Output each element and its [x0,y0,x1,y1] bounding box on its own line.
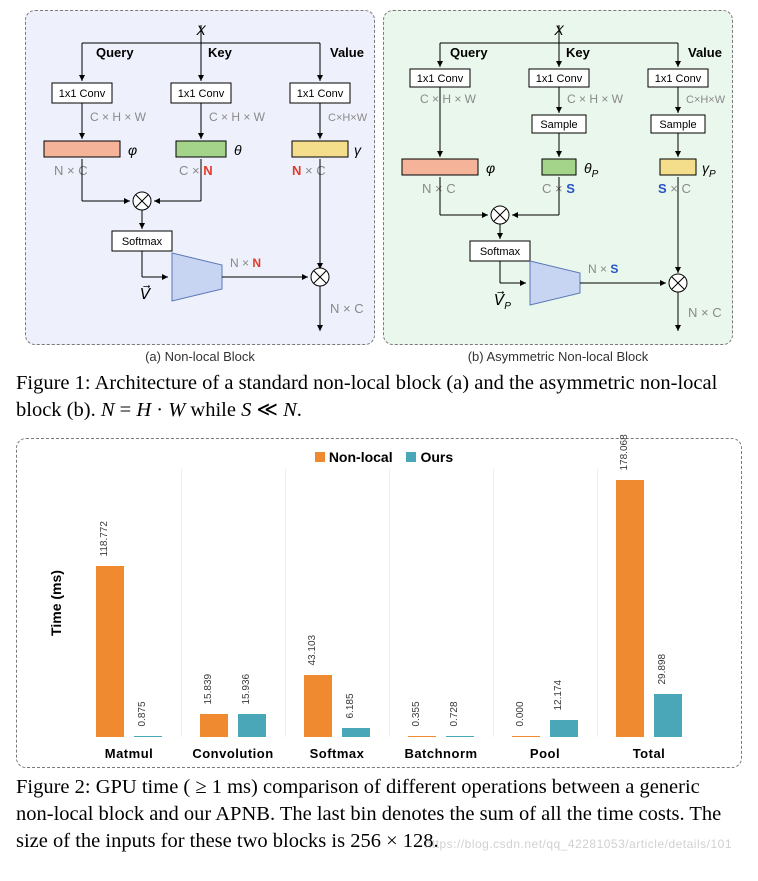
svg-text:Key: Key [566,45,591,60]
svg-text:Query: Query [450,45,488,60]
svg-text:C×H×W: C×H×W [328,112,368,124]
svg-text:1x1 Conv: 1x1 Conv [178,88,225,100]
bar-value-label: 43.103 [307,635,318,670]
x-tick-label: Convolution [181,746,285,761]
svg-text:Sample: Sample [540,119,577,131]
bar: 0.728 [446,736,474,737]
bar-value-label: 118.772 [99,521,110,560]
x-tick-label: Matmul [77,746,181,761]
x-tick-label: Total [597,746,701,761]
svg-text:Value: Value [330,45,364,60]
svg-text:N × C: N × C [330,301,364,316]
legend-swatch-nonlocal [315,452,325,462]
bar: 12.174 [550,720,578,738]
bar-group: 15.839 15.936 [188,714,278,737]
x-tick-label: Batchnorm [389,746,493,761]
svg-text:γ: γ [354,142,362,158]
svg-text:Sample: Sample [659,119,696,131]
diagram-nonlocal: X Query Key Value 1x1 Conv 1x1 Conv 1x1 … [25,10,375,364]
svg-text:γP: γP [702,160,716,180]
svg-text:C × H × W: C × H × W [567,92,624,106]
svg-text:1x1 Conv: 1x1 Conv [655,73,702,85]
figure1-row: X Query Key Value 1x1 Conv 1x1 Conv 1x1 … [10,10,748,364]
svg-text:1x1 Conv: 1x1 Conv [536,73,583,85]
svg-text:C × N: C × N [179,163,213,178]
bar: 0.875 [134,736,162,737]
figure1-caption: Figure 1: Architecture of a standard non… [16,370,742,424]
svg-text:φ: φ [128,142,137,158]
diagram-b-svg: X Query Key Value 1x1 Conv 1x1 Conv 1x1 … [392,21,726,336]
svg-text:V⃗: V⃗ [140,284,152,303]
svg-text:C × H × W: C × H × W [209,110,266,124]
svg-text:N × C: N × C [688,305,722,320]
svg-text:C × H × W: C × H × W [420,92,477,106]
bar: 29.898 [654,694,682,737]
bar-value-label: 29.898 [657,654,668,689]
svg-text:1x1 Conv: 1x1 Conv [297,88,344,100]
subcaption-b: (b) Asymmetric Non-local Block [383,349,733,364]
svg-text:θP: θP [584,160,599,180]
legend-label-ours: Ours [420,449,453,465]
svg-text:S × C: S × C [658,181,691,196]
watermark-text: https://blog.csdn.net/qq_42281053/articl… [425,837,732,853]
x-tick-label: Pool [493,746,597,761]
bar: 0.000 [512,736,540,737]
bar-value-label: 0.000 [515,702,526,731]
svg-text:N × C: N × C [292,163,326,178]
svg-text:Key: Key [208,45,233,60]
bar-value-label: 6.185 [345,694,356,723]
diagram-a-svg: X Query Key Value 1x1 Conv 1x1 Conv 1x1 … [34,21,368,336]
bar: 15.936 [238,714,266,737]
svg-text:N × N: N × N [230,256,261,270]
svg-text:φ: φ [486,160,495,176]
svg-text:1x1 Conv: 1x1 Conv [417,73,464,85]
svg-text:θ: θ [234,142,242,158]
bar-group: 178.068 29.898 [604,480,694,737]
svg-text:C × H × W: C × H × W [90,110,147,124]
bar-group: 43.103 6.185 [292,675,382,737]
svg-text:Query: Query [96,45,134,60]
chart-box: Non-local Ours Time (ms) 118.772 0.875 15.… [16,438,742,768]
figure2-caption-wrap: Figure 2: GPU time ( ≥ 1 ms) comparison … [16,774,742,855]
bar: 0.355 [408,736,436,737]
bar-value-label: 15.839 [203,674,214,709]
diagram-a-box: X Query Key Value 1x1 Conv 1x1 Conv 1x1 … [25,10,375,345]
bar-value-label: 15.936 [241,674,252,709]
svg-text:N × S: N × S [588,262,618,276]
bar: 15.839 [200,714,228,737]
bar: 118.772 [96,566,124,738]
subcaption-a: (a) Non-local Block [25,349,375,364]
y-axis-label: Time (ms) [48,570,64,636]
diagram-b-box: X Query Key Value 1x1 Conv 1x1 Conv 1x1 … [383,10,733,345]
bar: 6.185 [342,728,370,737]
bar-value-label: 0.875 [137,701,148,730]
bar-value-label: 0.728 [449,702,460,731]
svg-text:Softmax: Softmax [122,236,163,248]
bar-value-label: 178.068 [619,434,630,474]
svg-text:1x1 Conv: 1x1 Conv [59,88,106,100]
bar-value-label: 12.174 [553,679,564,714]
svg-text:Value: Value [688,45,722,60]
diagram-asym-nonlocal: X Query Key Value 1x1 Conv 1x1 Conv 1x1 … [383,10,733,364]
bar: 43.103 [304,675,332,737]
x-axis-labels: MatmulConvolutionSoftmaxBatchnormPoolTot… [77,746,701,761]
bar: 178.068 [616,480,644,737]
bar-group: 118.772 0.875 [84,566,174,738]
legend-swatch-ours [406,452,416,462]
svg-text:N × C: N × C [422,181,456,196]
svg-text:N × C: N × C [54,163,88,178]
legend-label-nonlocal: Non-local [329,449,393,465]
x-tick-label: Softmax [285,746,389,761]
bars-area: 118.772 0.875 15.839 15.936 43.103 6.185 0.355… [77,469,701,737]
svg-text:V⃗P: V⃗P [494,290,511,312]
svg-text:Softmax: Softmax [480,246,521,258]
bar-group: 0.355 0.728 [396,736,486,737]
bar-group: 0.000 12.174 [500,720,590,738]
bar-value-label: 0.355 [411,702,422,731]
svg-text:C×H×W: C×H×W [686,94,726,106]
